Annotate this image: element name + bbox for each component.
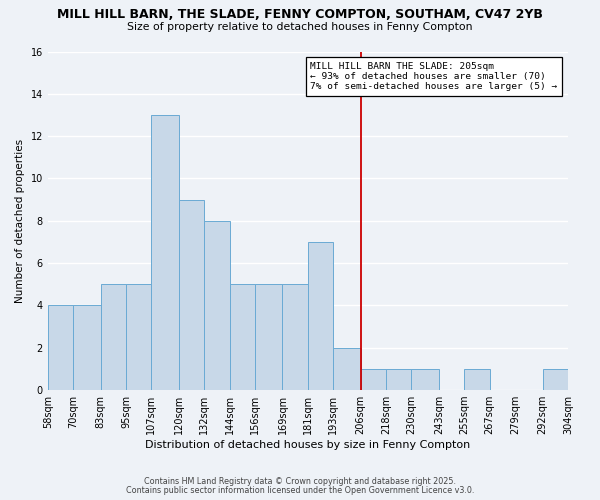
- Bar: [230, 284, 255, 390]
- Bar: [386, 369, 412, 390]
- Bar: [126, 284, 151, 390]
- Bar: [73, 306, 101, 390]
- Text: Contains HM Land Registry data © Crown copyright and database right 2025.: Contains HM Land Registry data © Crown c…: [144, 477, 456, 486]
- Bar: [151, 115, 179, 390]
- Text: MILL HILL BARN THE SLADE: 205sqm
← 93% of detached houses are smaller (70)
7% of: MILL HILL BARN THE SLADE: 205sqm ← 93% o…: [310, 62, 558, 92]
- Text: MILL HILL BARN, THE SLADE, FENNY COMPTON, SOUTHAM, CV47 2YB: MILL HILL BARN, THE SLADE, FENNY COMPTON…: [57, 8, 543, 20]
- Text: Contains public sector information licensed under the Open Government Licence v3: Contains public sector information licen…: [126, 486, 474, 495]
- Bar: [542, 369, 568, 390]
- Bar: [204, 221, 230, 390]
- Bar: [308, 242, 333, 390]
- X-axis label: Distribution of detached houses by size in Fenny Compton: Distribution of detached houses by size …: [145, 440, 470, 450]
- Text: Size of property relative to detached houses in Fenny Compton: Size of property relative to detached ho…: [127, 22, 473, 32]
- Bar: [179, 200, 204, 390]
- Y-axis label: Number of detached properties: Number of detached properties: [15, 138, 25, 303]
- Bar: [283, 284, 308, 390]
- Bar: [255, 284, 283, 390]
- Bar: [464, 369, 490, 390]
- Bar: [333, 348, 361, 390]
- Bar: [412, 369, 439, 390]
- Bar: [101, 284, 126, 390]
- Bar: [48, 306, 73, 390]
- Bar: [361, 369, 386, 390]
